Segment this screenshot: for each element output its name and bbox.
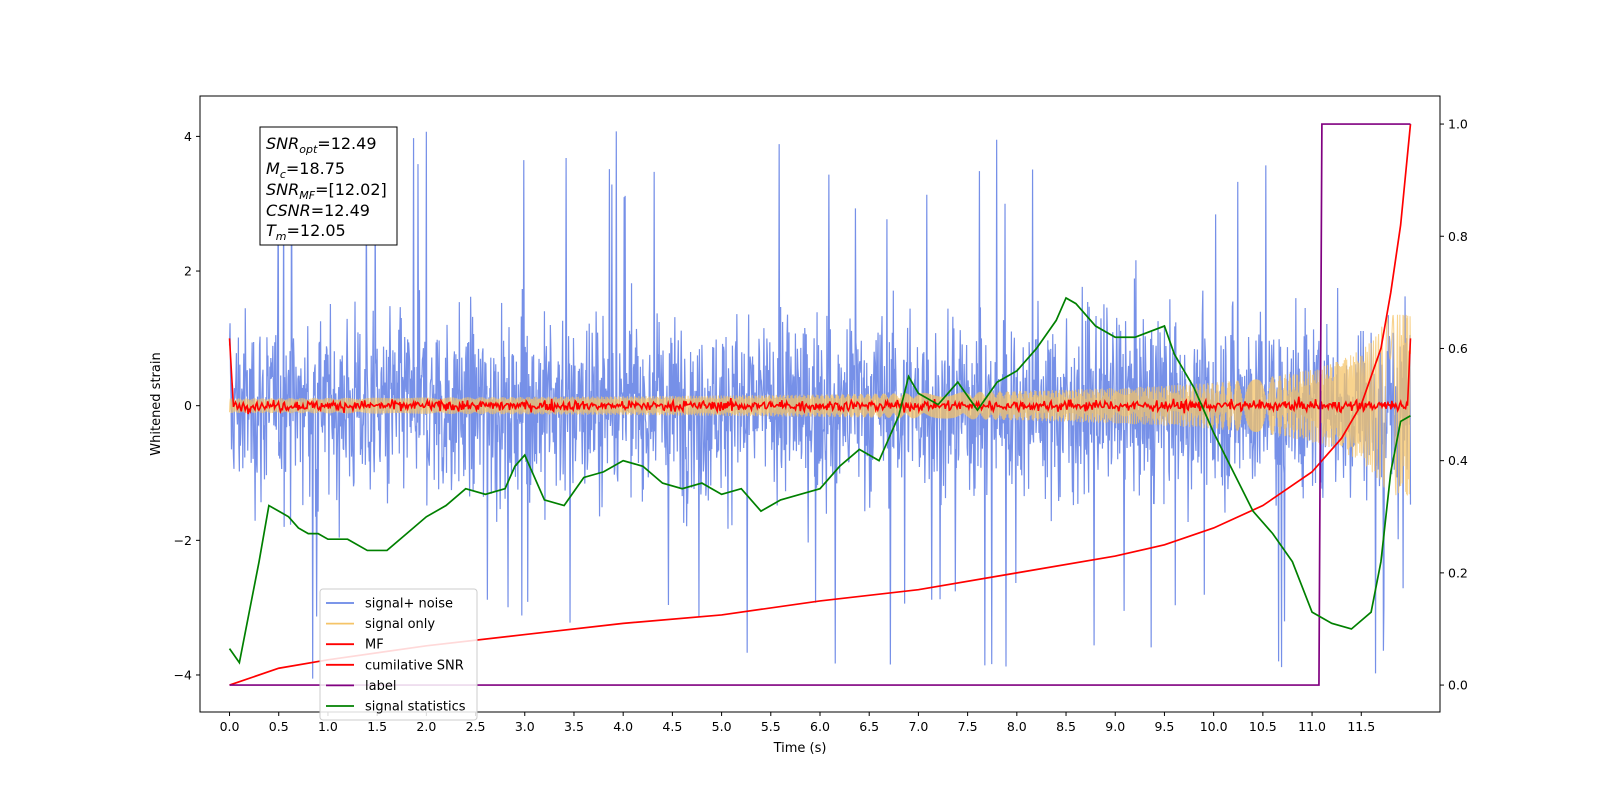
legend-label: label bbox=[365, 679, 396, 694]
x-tick-label: 6.5 bbox=[859, 719, 879, 734]
x-tick-label: 1.0 bbox=[318, 719, 338, 734]
y2-tick-label: 0.0 bbox=[1448, 678, 1468, 693]
series-signal-noise-line bbox=[228, 131, 1412, 679]
x-tick-label: 8.5 bbox=[1056, 719, 1076, 734]
x-tick-label: 10.5 bbox=[1249, 719, 1277, 734]
y2-tick-label: 0.8 bbox=[1448, 229, 1468, 244]
annotation-box: SNRopt=12.49 Mc=18.75 SNRMF=[12.02] CSNR… bbox=[259, 126, 398, 246]
series-signal-statistics-line bbox=[228, 296, 1411, 665]
x-tick-label: 7.0 bbox=[908, 719, 928, 734]
x-tick-label: 11.0 bbox=[1298, 719, 1326, 734]
x-tick-label: 9.5 bbox=[1154, 719, 1174, 734]
legend-label: signal statistics bbox=[365, 700, 466, 715]
x-axis: 0.0 0.5 1.0 1.5 2.0 2.5 3.0 3.5 4.0 4.5 5.0 5.5 6.0 6… bbox=[220, 712, 1375, 734]
x-tick-label: 9.0 bbox=[1105, 719, 1125, 734]
x-tick-label: 6.0 bbox=[810, 719, 830, 734]
x-tick-label: 5.0 bbox=[712, 719, 732, 734]
y2-tick-label: 0.6 bbox=[1448, 341, 1468, 356]
annotation-frame bbox=[259, 126, 398, 246]
x-tick-label: 4.5 bbox=[662, 719, 682, 734]
y-axis-right: 1.0 0.8 0.6 0.4 0.2 0.0 bbox=[1440, 117, 1468, 693]
x-tick-label: 11.5 bbox=[1347, 719, 1375, 734]
annotation-tm: Tm=12.05 bbox=[266, 221, 346, 243]
legend-label: cumilative SNR bbox=[365, 658, 464, 673]
x-tick-label: 10.0 bbox=[1200, 719, 1228, 734]
x-tick-label: 3.5 bbox=[564, 719, 584, 734]
x-tick-label: 4.0 bbox=[613, 719, 633, 734]
x-tick-label: 2.5 bbox=[466, 719, 486, 734]
legend-frame bbox=[319, 588, 478, 721]
x-axis-label: Time (s) bbox=[773, 741, 827, 756]
x-tick-label: 8.0 bbox=[1007, 719, 1027, 734]
series-signal-only-line bbox=[228, 314, 1412, 496]
legend-label: MF bbox=[365, 638, 384, 653]
legend-label: signal only bbox=[365, 617, 435, 632]
y-tick-label: −2 bbox=[174, 533, 192, 548]
x-tick-label: 0.0 bbox=[220, 719, 240, 734]
x-tick-label: 3.0 bbox=[515, 719, 535, 734]
x-tick-label: 1.5 bbox=[367, 719, 387, 734]
annotation-snr-mf: SNRMF=[12.02] bbox=[266, 180, 387, 202]
y2-tick-label: 0.4 bbox=[1448, 453, 1468, 468]
legend-label: signal+ noise bbox=[365, 597, 453, 612]
series-label-line bbox=[229, 123, 1411, 686]
y-tick-label: 4 bbox=[184, 129, 192, 144]
annotation-csnr: CSNR=12.49 bbox=[266, 201, 370, 220]
y-axis-label: Whitened strain bbox=[149, 352, 164, 455]
annotation-snr-opt: SNRopt=12.49 bbox=[266, 134, 377, 156]
y-tick-label: 2 bbox=[184, 264, 192, 279]
y-axis-left: 4 2 0 −2 −4 bbox=[174, 129, 200, 682]
x-tick-label: 2.0 bbox=[416, 719, 436, 734]
series-mf-line bbox=[228, 338, 1412, 415]
y-tick-label: 0 bbox=[184, 398, 192, 413]
x-tick-label: 7.5 bbox=[958, 719, 978, 734]
x-tick-label: 0.5 bbox=[269, 719, 289, 734]
y-tick-label: −4 bbox=[174, 667, 192, 682]
annotation-mc: Mc=18.75 bbox=[266, 159, 345, 181]
legend: signal+ noise signal only MF cumilative SNR… bbox=[319, 588, 478, 721]
y2-tick-label: 1.0 bbox=[1448, 117, 1468, 132]
x-tick-label: 5.5 bbox=[761, 719, 781, 734]
y2-tick-label: 0.2 bbox=[1448, 565, 1468, 580]
